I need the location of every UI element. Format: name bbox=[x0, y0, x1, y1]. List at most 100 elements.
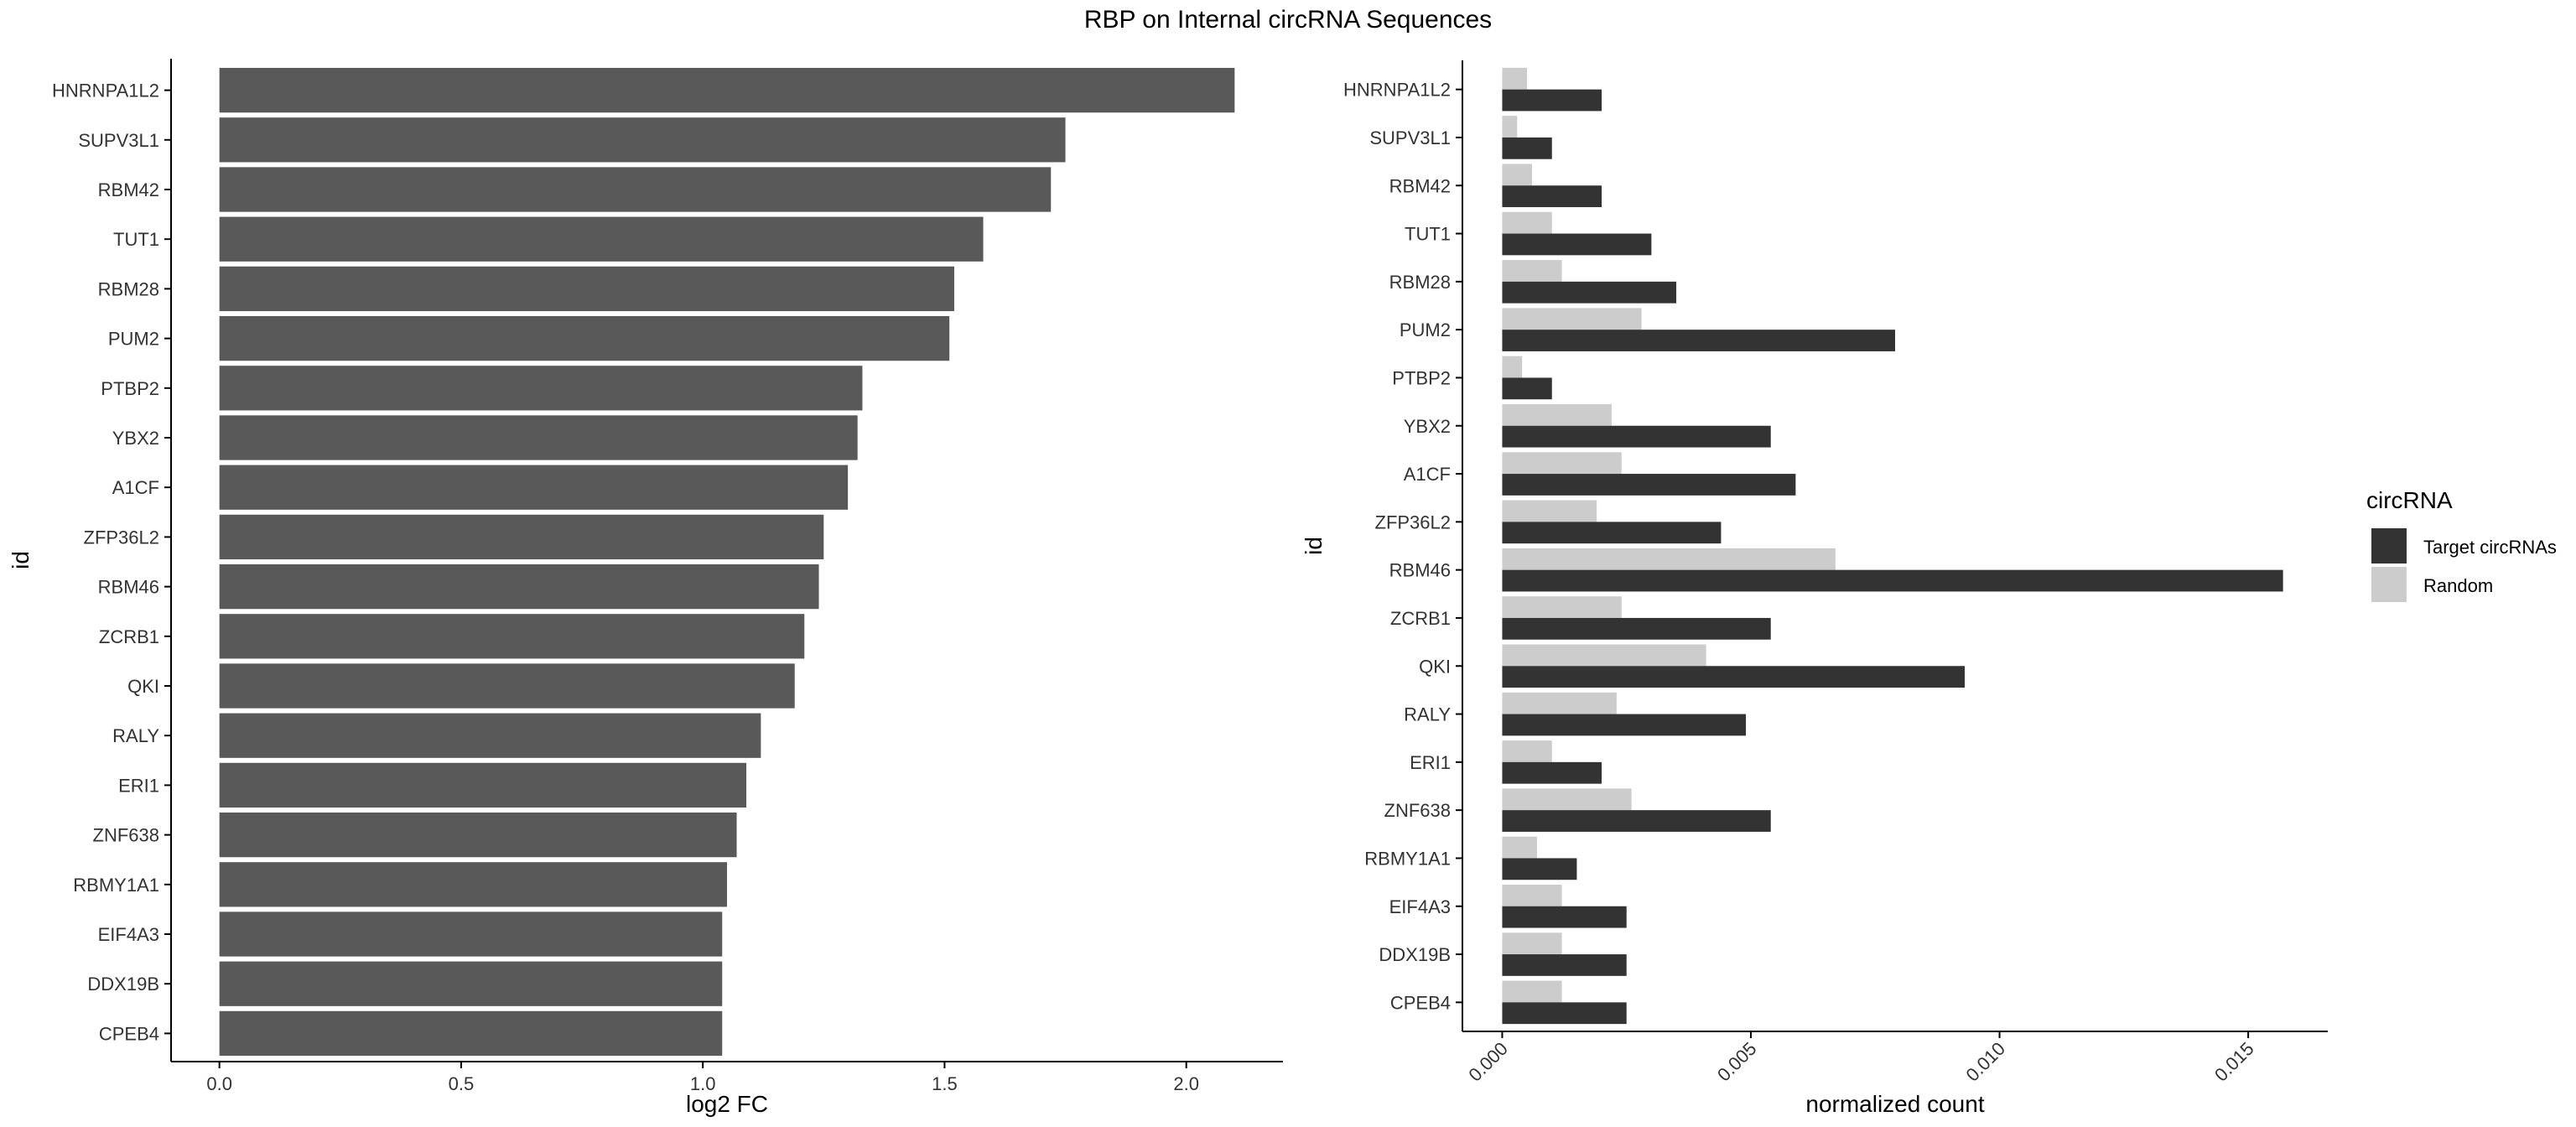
bar-target-rbm28 bbox=[1502, 281, 1677, 304]
bar-random-zcrb1 bbox=[1502, 596, 1622, 618]
bar-target-ptbp2 bbox=[1502, 377, 1552, 400]
bar-random-hnrnpa1l2 bbox=[1502, 67, 1528, 90]
right-x-axis-label: normalized count bbox=[1805, 1091, 1984, 1117]
bar-target-cpeb4 bbox=[1502, 1002, 1627, 1025]
bar-target-eri1 bbox=[1502, 761, 1602, 784]
x-tick-label: 0.000 bbox=[1464, 1038, 1512, 1086]
y-tick-label: PUM2 bbox=[108, 329, 159, 350]
bar-a1cf bbox=[219, 465, 849, 510]
y-tick-label: RBM42 bbox=[98, 179, 159, 200]
y-tick-label: PTBP2 bbox=[101, 378, 159, 399]
bar-random-eri1 bbox=[1502, 740, 1552, 762]
legend-label-random: Random bbox=[2423, 575, 2493, 596]
x-tick-label: 0.015 bbox=[2210, 1038, 2258, 1086]
y-tick-label: CPEB4 bbox=[99, 1023, 159, 1044]
left-y-axis-label: id bbox=[8, 551, 34, 569]
bar-target-a1cf bbox=[1502, 474, 1796, 496]
bar-random-eif4a3 bbox=[1502, 884, 1562, 906]
bar-zfp36l2 bbox=[219, 514, 824, 560]
bar-zcrb1 bbox=[219, 614, 805, 659]
bar-target-znf638 bbox=[1502, 810, 1771, 832]
x-tick-label: 2.0 bbox=[1173, 1073, 1199, 1094]
y-tick-label: ERI1 bbox=[118, 775, 159, 796]
bar-pum2 bbox=[219, 315, 950, 361]
y-tick-label: TUT1 bbox=[113, 229, 159, 250]
y-tick-label: RBM46 bbox=[1389, 560, 1451, 581]
x-tick-label: 0.010 bbox=[1961, 1038, 2009, 1086]
y-tick-label: PTBP2 bbox=[1392, 367, 1451, 388]
y-tick-label: YBX2 bbox=[1404, 416, 1451, 437]
bar-target-pum2 bbox=[1502, 330, 1895, 351]
y-tick-label: ZFP36L2 bbox=[84, 527, 160, 548]
y-tick-label: HNRNPA1L2 bbox=[52, 80, 159, 101]
bar-rbm46 bbox=[219, 564, 819, 610]
bar-tut1 bbox=[219, 216, 984, 262]
bar-target-zcrb1 bbox=[1502, 617, 1771, 640]
x-tick-label: 0.005 bbox=[1713, 1038, 1761, 1086]
bar-hnrnpa1l2 bbox=[219, 67, 1235, 113]
bar-qki bbox=[219, 663, 795, 709]
y-tick-label: RBMY1A1 bbox=[1364, 848, 1451, 869]
x-tick-label: 0.5 bbox=[449, 1073, 475, 1094]
bar-random-zfp36l2 bbox=[1502, 500, 1597, 522]
y-tick-label: RALY bbox=[1404, 704, 1451, 725]
bar-target-tut1 bbox=[1502, 233, 1652, 256]
bar-eri1 bbox=[219, 762, 747, 808]
y-tick-label: RBM42 bbox=[1389, 175, 1451, 196]
bar-rbmy1a1 bbox=[219, 862, 727, 907]
bar-random-raly bbox=[1502, 692, 1617, 714]
bar-cpeb4 bbox=[219, 1010, 723, 1057]
bar-target-zfp36l2 bbox=[1502, 522, 1722, 544]
y-tick-label: SUPV3L1 bbox=[78, 130, 159, 151]
x-tick-label: 1.0 bbox=[690, 1073, 716, 1094]
bar-ybx2 bbox=[219, 415, 858, 460]
y-tick-label: YBX2 bbox=[112, 428, 159, 449]
y-tick-label: A1CF bbox=[112, 477, 159, 498]
bar-supv3l1 bbox=[219, 117, 1066, 163]
bar-random-ddx19b bbox=[1502, 932, 1562, 955]
y-tick-label: RBM28 bbox=[1389, 272, 1451, 293]
bar-raly bbox=[219, 713, 761, 758]
y-tick-label: DDX19B bbox=[1379, 944, 1451, 965]
y-tick-label: RBMY1A1 bbox=[73, 875, 159, 896]
bar-target-hnrnpa1l2 bbox=[1502, 89, 1602, 112]
bar-target-rbm46 bbox=[1502, 569, 2283, 592]
y-tick-label: HNRNPA1L2 bbox=[1343, 80, 1451, 101]
y-tick-label: SUPV3L1 bbox=[1369, 127, 1451, 148]
y-tick-label: QKI bbox=[1419, 656, 1451, 677]
right-grouped-bar-chart: HNRNPA1L2 SUPV3L1 RBM42 TUT1 RBM28 PUM2 PTBP2 Y… bbox=[1301, 60, 2328, 1117]
y-tick-label: TUT1 bbox=[1405, 224, 1451, 245]
bar-random-rbm46 bbox=[1502, 548, 1836, 570]
bar-random-rbm28 bbox=[1502, 260, 1562, 282]
y-tick-label: PUM2 bbox=[1400, 319, 1451, 340]
chart-title: RBP on Internal circRNA Sequences bbox=[1084, 6, 1492, 34]
bar-target-eif4a3 bbox=[1502, 906, 1627, 928]
left-bar-chart: HNRNPA1L2 SUPV3L1 RBM42 TUT1 RBM28 PUM2 PTBP2 Y… bbox=[8, 59, 1283, 1117]
right-x-ticks: 0.000 0.005 0.010 0.015 bbox=[1464, 1031, 2258, 1086]
y-tick-label: ZFP36L2 bbox=[1375, 512, 1452, 532]
bar-random-cpeb4 bbox=[1502, 980, 1562, 1003]
bar-znf638 bbox=[219, 812, 737, 858]
bar-random-znf638 bbox=[1502, 788, 1632, 811]
bar-target-raly bbox=[1502, 714, 1747, 736]
bar-ptbp2 bbox=[219, 366, 863, 411]
bar-random-a1cf bbox=[1502, 452, 1622, 475]
bar-target-rbm42 bbox=[1502, 185, 1602, 208]
legend: circRNA Target circRNAs Random bbox=[2366, 487, 2557, 602]
bar-random-rbmy1a1 bbox=[1502, 836, 1537, 859]
y-tick-label: ZNF638 bbox=[1384, 800, 1451, 821]
y-tick-label: ZCRB1 bbox=[1390, 608, 1451, 629]
y-tick-label: ERI1 bbox=[1410, 752, 1451, 773]
bar-random-supv3l1 bbox=[1502, 116, 1518, 138]
y-tick-label: RBM46 bbox=[98, 577, 159, 598]
bar-target-qki bbox=[1502, 666, 1966, 688]
y-tick-label: ZCRB1 bbox=[99, 626, 159, 647]
x-tick-label: 0.0 bbox=[206, 1073, 232, 1094]
bar-target-ybx2 bbox=[1502, 425, 1771, 448]
bar-random-pum2 bbox=[1502, 308, 1642, 330]
y-tick-label: RBM28 bbox=[98, 278, 159, 299]
bar-random-ybx2 bbox=[1502, 403, 1612, 426]
right-y-axis-label: id bbox=[1301, 537, 1327, 555]
bar-random-tut1 bbox=[1502, 211, 1552, 234]
